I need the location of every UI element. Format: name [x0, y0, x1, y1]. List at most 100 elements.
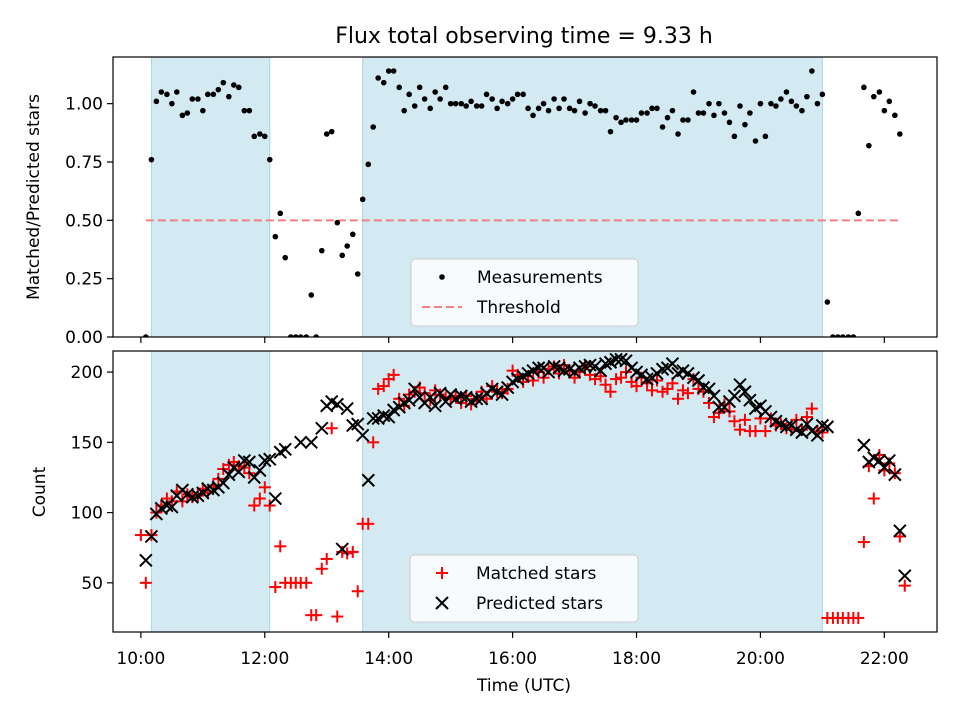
measurement-point: [757, 100, 764, 107]
predicted-star-point: [335, 542, 349, 556]
measurement-point: [158, 89, 165, 95]
predicted-star-point: [315, 421, 329, 435]
measurement-point: [437, 96, 443, 102]
measurement-point: [742, 121, 748, 128]
measurement-point: [220, 79, 227, 86]
matched-star-point: [331, 610, 344, 623]
measurement-point: [277, 210, 284, 217]
measurement-point: [303, 334, 310, 337]
predicted-star-point: [144, 529, 159, 544]
measurement-point: [582, 110, 588, 116]
measurement-point: [762, 133, 769, 140]
top-y-axis-label: Matched/Predicted stars: [24, 94, 44, 300]
matched-star-point: [672, 392, 685, 405]
predicted-star-point: [268, 491, 283, 506]
predicted-star-point: [800, 417, 814, 431]
measurement-point: [540, 100, 547, 107]
measurement-point: [716, 100, 722, 107]
measurement-point: [344, 243, 350, 249]
measurement-point: [210, 91, 217, 98]
x-tick-label: 10:00: [116, 649, 165, 669]
measurement-point: [685, 117, 691, 123]
measurement-point: [354, 271, 361, 277]
predicted-star-point: [469, 392, 484, 406]
y-tick-label: 100: [71, 504, 103, 524]
predicted-star-point: [402, 393, 416, 407]
measurement-point: [638, 110, 645, 116]
matched-star-point: [351, 585, 364, 598]
predicted-star-point: [355, 428, 370, 443]
measurement-point: [251, 133, 258, 140]
matched-star-point: [630, 380, 643, 393]
predicted-star-point: [531, 361, 546, 375]
measurement-point: [452, 100, 459, 107]
measurement-point: [153, 98, 160, 105]
measurement-point: [468, 98, 474, 105]
measurement-point: [416, 84, 423, 91]
predicted-star-point: [707, 389, 721, 403]
measurement-point: [483, 91, 490, 98]
predicted-star-point: [428, 399, 442, 413]
measurement-point: [401, 107, 407, 114]
measurement-point: [690, 89, 697, 95]
y-tick-label: 50: [81, 574, 103, 594]
measurement-point: [835, 334, 841, 337]
matched-star-point: [650, 374, 663, 387]
predicted-star-point: [619, 354, 633, 368]
predicted-star-point: [351, 417, 365, 431]
predicted-star-point: [665, 356, 680, 371]
predicted-star-point: [330, 397, 344, 412]
matched-star-point: [646, 384, 659, 397]
y-tick-label: 150: [71, 433, 103, 453]
measurement-point: [850, 334, 857, 337]
predicted-star-point: [583, 358, 597, 372]
measurement-point: [809, 68, 815, 74]
measurement-point: [721, 110, 728, 116]
measurement-point: [711, 112, 717, 119]
matched-star-point: [274, 540, 287, 553]
predicted-star-point: [893, 524, 907, 538]
measurement-point: [520, 91, 526, 98]
predicted-star-point: [898, 569, 912, 583]
predicted-star-point: [139, 553, 153, 568]
measurement-point: [432, 89, 438, 95]
measurement-point: [824, 299, 831, 305]
measurement-point: [680, 117, 686, 123]
legend-predicted-label: Predicted stars: [476, 594, 603, 614]
measurement-point: [726, 119, 733, 126]
measurement-point: [385, 68, 392, 74]
predicted-star-point: [263, 452, 277, 466]
measurement-point: [313, 334, 320, 337]
measurement-point: [530, 112, 536, 119]
matched-star-point: [269, 581, 282, 594]
predicted-star-point: [408, 382, 422, 396]
x-tick-label: 12:00: [240, 649, 289, 669]
measurement-point: [288, 334, 294, 337]
measurement-point: [318, 247, 325, 254]
y-tick-label: 0.00: [65, 328, 103, 348]
top-panel: 0.00 0.25 0.50 0.75 1.00 Matched/Predicted s…: [24, 56, 938, 348]
matched-star-point: [893, 530, 906, 543]
measurement-point: [525, 105, 531, 112]
measurement-point: [664, 114, 671, 121]
predicted-star-point: [810, 428, 825, 443]
measurement-point: [731, 133, 738, 140]
matched-star-point: [387, 368, 400, 381]
measurement-point: [618, 119, 624, 126]
predicted-star-point: [377, 408, 391, 423]
predicted-star-point: [598, 356, 613, 371]
predicted-star-point: [232, 465, 246, 479]
measurement-point: [411, 103, 418, 109]
measurement-point: [328, 128, 335, 135]
matched-star-point: [139, 576, 152, 589]
measurement-point: [257, 131, 263, 137]
measurement-point: [587, 100, 593, 107]
measurement-point: [396, 84, 403, 91]
measurement-point: [478, 103, 485, 109]
predicted-star-point: [820, 420, 835, 434]
measurement-point: [189, 96, 196, 102]
top-legend: Measurements Threshold: [410, 258, 639, 327]
bottom-panel: 50 100 150 200 10:00 12:00 14:00 16:00 18:00 20:…: [30, 350, 938, 696]
chart-title: Flux total observing time = 9.33 h: [335, 24, 713, 49]
x-axis-label: Time (UTC): [476, 676, 571, 696]
